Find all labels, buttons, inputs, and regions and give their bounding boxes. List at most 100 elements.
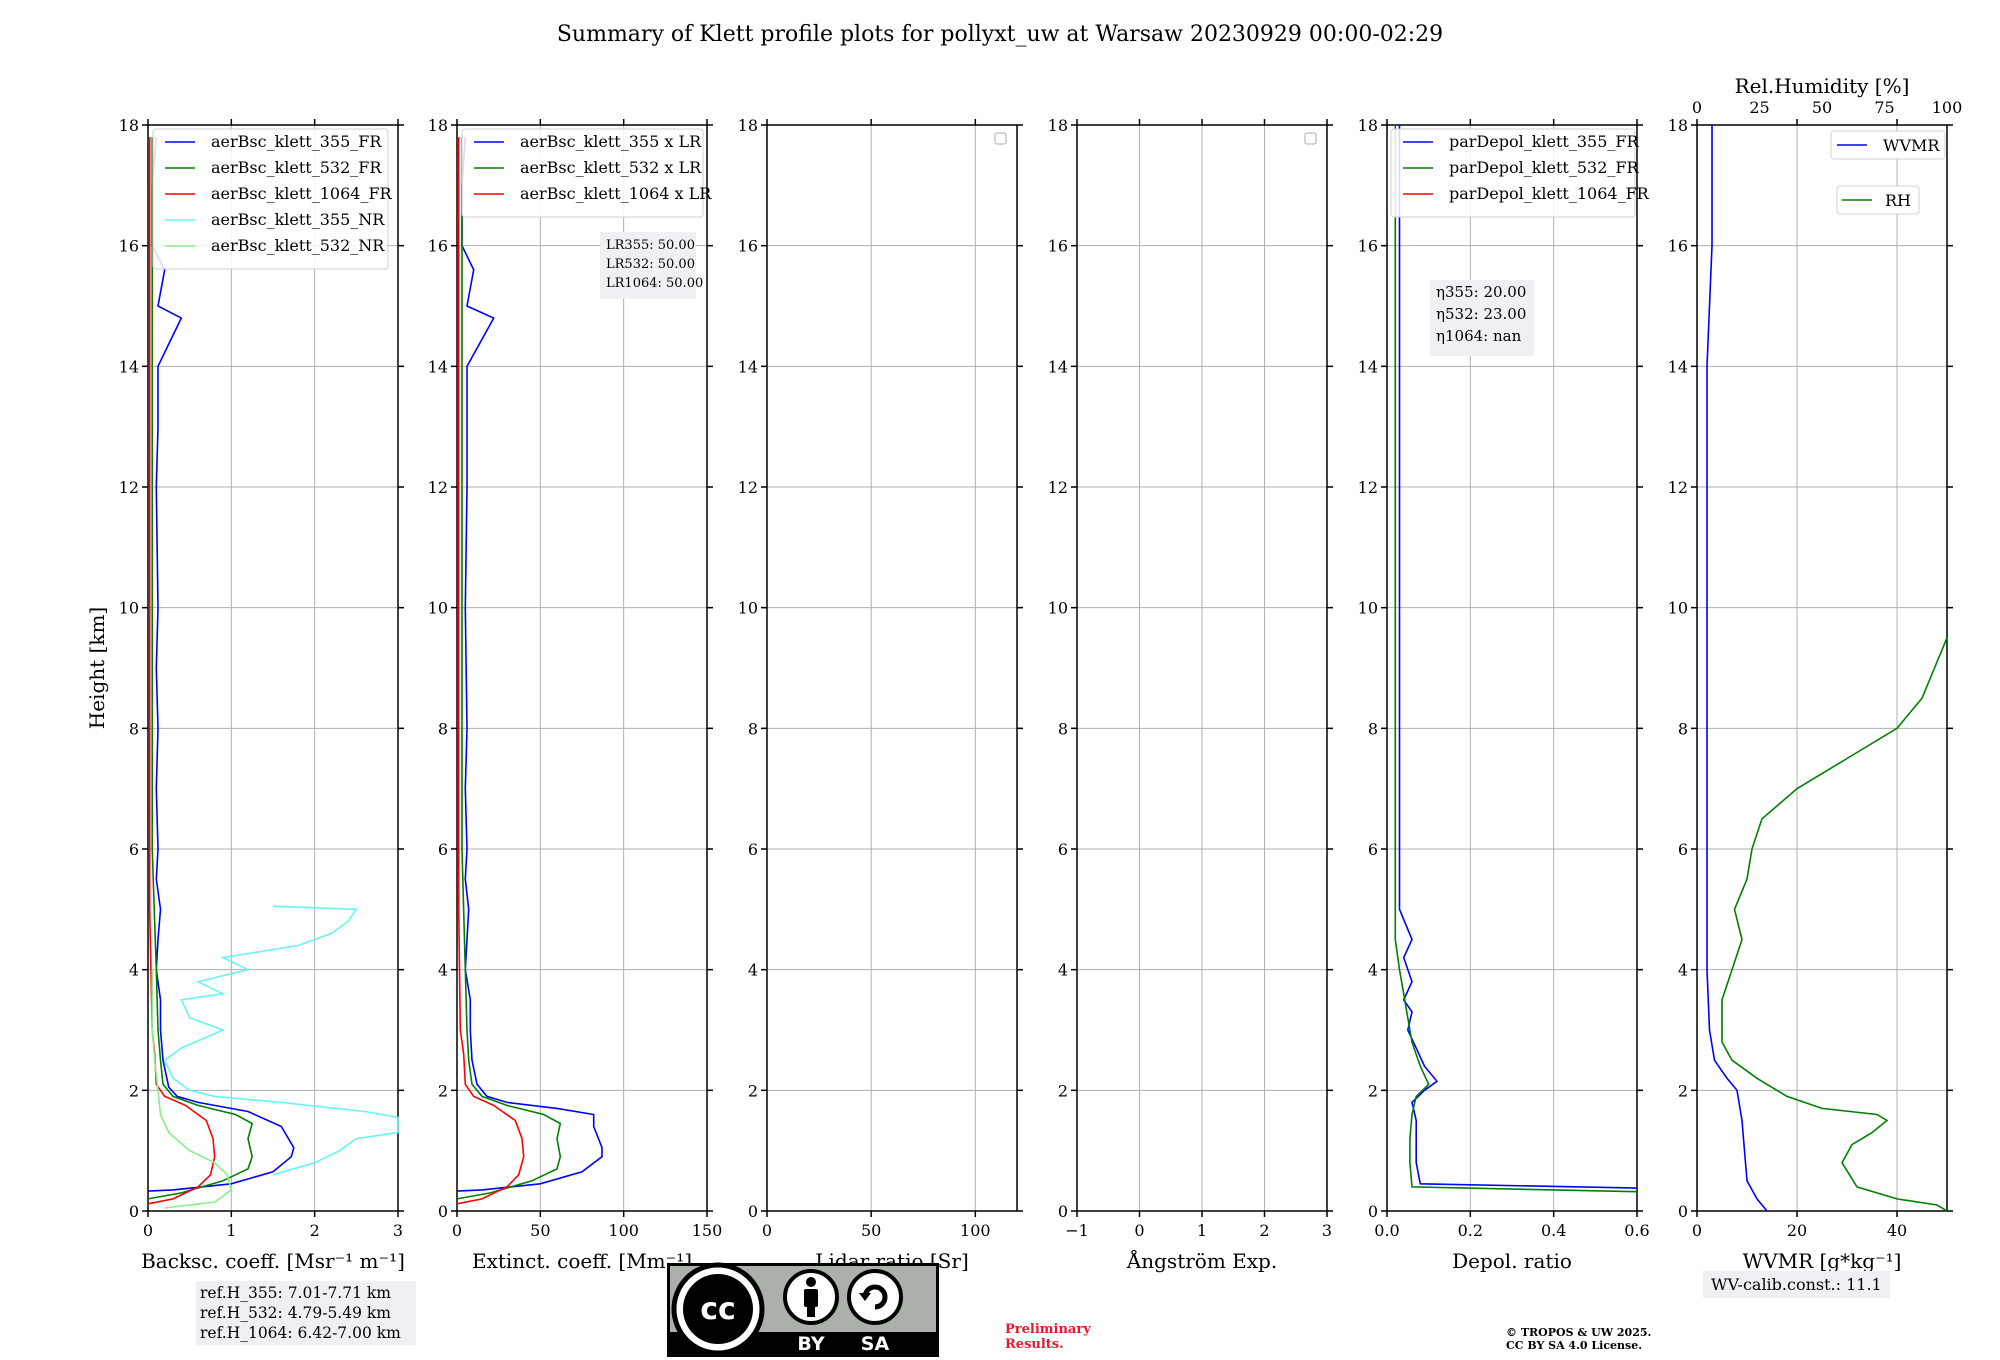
y-tick-label: 16 [1048, 237, 1068, 256]
axes-frame [766, 124, 1018, 1212]
y-tick-label: 8 [438, 719, 448, 738]
preliminary-results-note: Preliminary Results. [1005, 1322, 1091, 1352]
x-tick-label: 0 [762, 1221, 772, 1240]
series-line-pardepol-klett-355-fr [1398, 125, 1638, 1189]
axes-frame [1076, 124, 1328, 1212]
y-tick-label: 4 [1058, 961, 1068, 980]
top-tick-label: 100 [1932, 98, 1963, 117]
reference-height-box: ref.H_355: 7.01-7.71 km ref.H_532: 4.79-… [196, 1281, 416, 1345]
legend-box-wvmr [1830, 130, 1946, 160]
legend-label: aerBsc_klett_1064 x LR [520, 184, 712, 203]
annotation-text: LR1064: 50.00 [606, 276, 703, 291]
x-axis-label: Backsc. coeff. [Msr⁻¹ m⁻¹] [141, 1249, 405, 1273]
annotation-text: LR532: 50.00 [606, 257, 695, 272]
legend-label: aerBsc_klett_1064_FR [211, 184, 393, 203]
x-axis-label: Ångström Exp. [1126, 1248, 1277, 1273]
legend-label: aerBsc_klett_532_NR [211, 236, 385, 255]
y-tick-label: 14 [738, 357, 758, 376]
legend-label: parDepol_klett_532_FR [1449, 158, 1640, 177]
axes-frame [147, 124, 399, 1212]
x-tick-label: 150 [692, 1221, 723, 1240]
y-tick-label: 18 [1358, 116, 1378, 135]
x-tick-label: 1 [1197, 1221, 1207, 1240]
y-tick-label: 10 [119, 599, 139, 618]
y-tick-label: 10 [428, 599, 448, 618]
y-tick-label: 8 [748, 719, 758, 738]
y-tick-label: 14 [1048, 357, 1068, 376]
axes-frame [1386, 124, 1638, 1212]
y-tick-label: 4 [129, 961, 139, 980]
ref-height-355: ref.H_355: 7.01-7.71 km [200, 1284, 391, 1302]
by-person-body [804, 1289, 818, 1307]
empty-legend-box [1304, 132, 1317, 145]
legend-label: parDepol_klett_1064_FR [1449, 184, 1650, 203]
annotation-text: LR355: 50.00 [606, 238, 695, 253]
sa-label: SA [861, 1333, 890, 1355]
y-tick-label: 18 [428, 116, 448, 135]
y-tick-label: 2 [748, 1081, 758, 1100]
x-tick-label: −1 [1065, 1221, 1089, 1240]
y-tick-label: 8 [129, 719, 139, 738]
y-tick-label: 4 [1368, 961, 1378, 980]
legend-label-wvmr: WVMR [1883, 136, 1940, 155]
y-tick-label: 0 [1678, 1202, 1688, 1221]
y-tick-label: 8 [1678, 719, 1688, 738]
y-tick-label: 10 [1668, 599, 1688, 618]
x-tick-label: 0 [143, 1221, 153, 1240]
x-axis-label: Depol. ratio [1452, 1249, 1572, 1273]
sa-arrow-head [859, 1293, 871, 1301]
annotation-box [600, 232, 696, 299]
annotation-text: η532: 23.00 [1436, 305, 1526, 323]
y-tick-label: 2 [1058, 1081, 1068, 1100]
by-person-legs [807, 1305, 815, 1317]
y-tick-label: 6 [129, 840, 139, 859]
axes-frame [1696, 124, 1948, 1212]
top-tick-label: 25 [1749, 98, 1769, 117]
annotation-box [1430, 280, 1534, 356]
x-tick-label: 0.0 [1374, 1221, 1399, 1240]
y-tick-label: 6 [1058, 840, 1068, 859]
x-tick-label: 0.2 [1458, 1221, 1483, 1240]
y-tick-label: 2 [129, 1081, 139, 1100]
x-tick-label: 40 [1887, 1221, 1907, 1240]
annotation-text: η1064: nan [1436, 327, 1522, 345]
x-tick-label: 20 [1787, 1221, 1807, 1240]
y-tick-label: 0 [1368, 1202, 1378, 1221]
figure-title: Summary of Klett profile plots for polly… [556, 22, 1444, 47]
y-tick-label: 0 [129, 1202, 139, 1221]
top-tick-label: 75 [1874, 98, 1894, 117]
top-tick-label: 0 [1692, 98, 1702, 117]
series-line-aerbsc-klett-355-x-lr [456, 137, 603, 1192]
ref-height-1064: ref.H_1064: 6.42-7.00 km [200, 1324, 401, 1342]
y-tick-label: 16 [738, 237, 758, 256]
y-tick-label: 2 [438, 1081, 448, 1100]
top-axis-label: Rel.Humidity [%] [1735, 74, 1910, 98]
y-tick-label: 12 [119, 478, 139, 497]
preliminary-line-1: Preliminary [1005, 1322, 1091, 1337]
series-line-aerbsc-klett-355-nr [163, 905, 399, 1176]
y-tick-label: 4 [1678, 961, 1688, 980]
ref-height-532: ref.H_532: 4.79-5.49 km [200, 1304, 391, 1322]
legend-label: aerBsc_klett_355_NR [211, 210, 385, 229]
series-line-aerbsc-klett-532-nr [151, 969, 233, 1209]
y-tick-label: 10 [1048, 599, 1068, 618]
y-tick-label: 16 [1358, 237, 1378, 256]
axes-frame [456, 124, 708, 1212]
series-line-rh [1721, 637, 1948, 1212]
legend-label-rh: RH [1885, 191, 1911, 210]
x-tick-label: 100 [608, 1221, 639, 1240]
y-tick-label: 4 [748, 961, 758, 980]
y-tick-label: 8 [1368, 719, 1378, 738]
x-tick-label: 100 [960, 1221, 991, 1240]
x-tick-label: 0.4 [1541, 1221, 1566, 1240]
legend-box [152, 128, 389, 270]
x-tick-label: 2 [310, 1221, 320, 1240]
y-tick-label: 10 [1358, 599, 1378, 618]
copyright-note: © TROPOS & UW 2025. CC BY SA 4.0 License… [1506, 1326, 1651, 1352]
legend-box [1390, 128, 1636, 218]
y-tick-label: 16 [1668, 237, 1688, 256]
legend-label: aerBsc_klett_532_FR [211, 158, 382, 177]
y-tick-label: 18 [119, 116, 139, 135]
preliminary-line-2: Results. [1005, 1337, 1064, 1352]
